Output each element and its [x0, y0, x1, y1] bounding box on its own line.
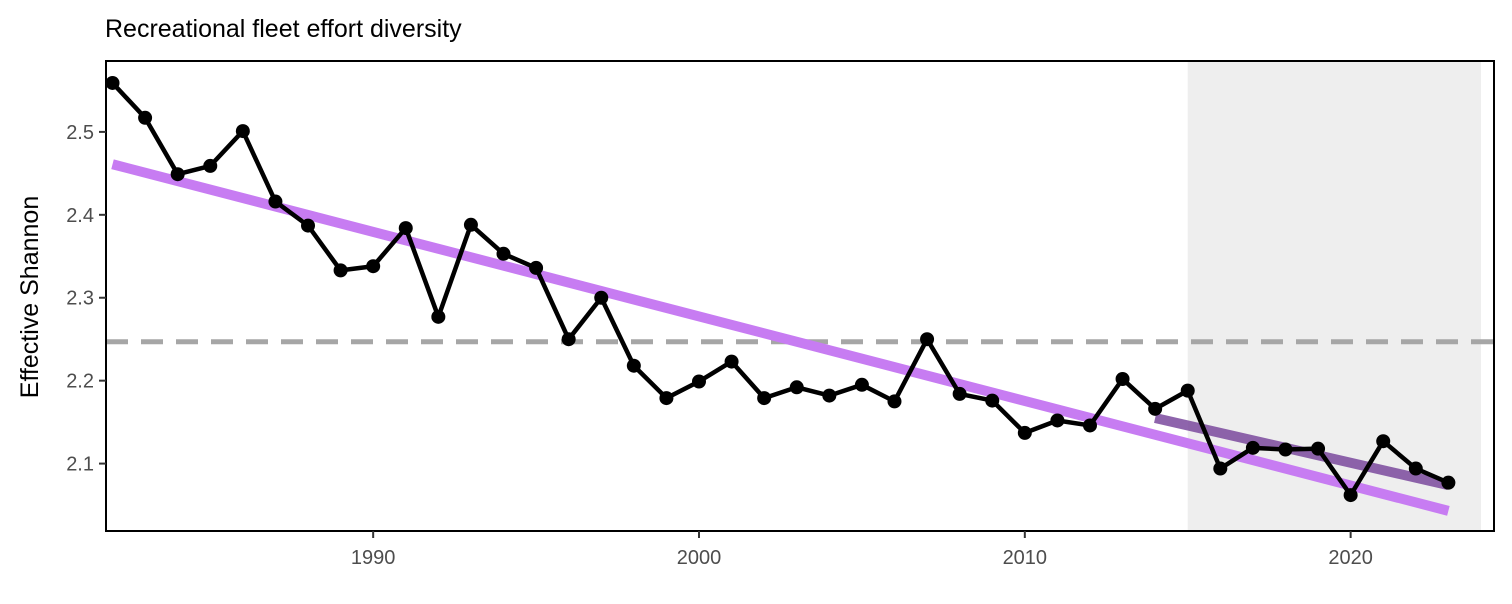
data-point — [1376, 434, 1391, 449]
data-point — [1050, 413, 1065, 428]
data-point — [1343, 488, 1358, 503]
x-tick-label: 2010 — [1003, 547, 1048, 569]
data-point — [887, 394, 902, 409]
data-point — [268, 194, 283, 209]
y-tick-label: 2.1 — [66, 454, 94, 476]
data-point — [333, 263, 348, 278]
data-point — [920, 332, 935, 347]
data-point — [757, 391, 772, 406]
data-point — [529, 260, 544, 275]
data-point — [1213, 461, 1228, 476]
data-point — [1180, 383, 1195, 398]
x-axis: 1990 2000 2010 2020 — [351, 531, 1373, 569]
data-point — [1311, 441, 1326, 456]
data-point — [1115, 372, 1130, 387]
data-point — [203, 158, 218, 173]
data-point — [1278, 442, 1293, 457]
data-point — [985, 393, 1000, 408]
x-tick-label: 1990 — [351, 547, 396, 569]
x-tick-label: 2020 — [1328, 547, 1373, 569]
data-point — [301, 218, 316, 233]
data-point — [1245, 440, 1260, 455]
y-tick-label: 2.4 — [66, 205, 94, 227]
long-term-trend-line — [111, 159, 1450, 516]
data-point — [691, 374, 706, 389]
y-tick-label: 2.2 — [66, 371, 94, 393]
y-tick-label: 2.3 — [66, 288, 94, 310]
data-point — [170, 167, 185, 182]
chart-title: Recreational fleet effort diversity — [105, 15, 462, 43]
data-point — [626, 358, 641, 373]
data-point — [138, 110, 153, 125]
data-point — [659, 391, 674, 406]
data-point — [1441, 475, 1456, 490]
data-point — [1082, 418, 1097, 433]
data-points — [105, 75, 1456, 503]
data-point — [952, 386, 967, 401]
y-tick-label: 2.5 — [66, 122, 94, 144]
data-point — [561, 332, 576, 347]
data-point — [463, 217, 478, 232]
data-point — [398, 221, 413, 236]
data-point — [1148, 401, 1163, 416]
data-point — [594, 290, 609, 305]
x-tick-label: 2000 — [677, 547, 722, 569]
data-point — [431, 309, 446, 324]
data-point — [822, 388, 837, 403]
data-point — [1408, 461, 1423, 476]
data-point — [235, 124, 250, 139]
y-axis-title: Effective Shannon — [16, 196, 44, 398]
data-point — [366, 259, 381, 274]
data-point — [854, 377, 869, 392]
data-point — [105, 75, 120, 90]
y-axis: 2.1 2.2 2.3 2.4 2.5 — [66, 122, 106, 476]
data-point — [789, 380, 804, 395]
data-point — [496, 246, 511, 261]
data-point — [724, 354, 739, 369]
plot-panel-border — [105, 60, 1495, 532]
data-point — [1017, 425, 1032, 440]
